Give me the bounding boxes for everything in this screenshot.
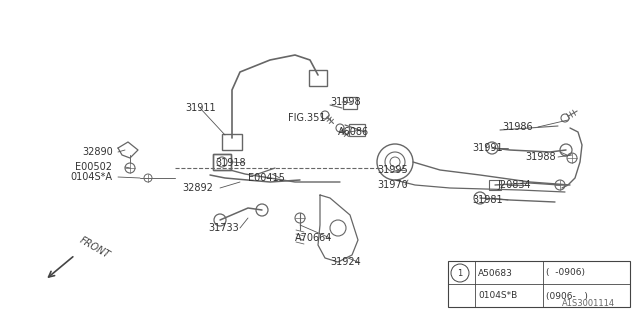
Text: 31986: 31986	[502, 122, 532, 132]
Text: A50683: A50683	[478, 268, 513, 277]
Text: J20834: J20834	[497, 180, 531, 190]
Text: 31918: 31918	[215, 158, 246, 168]
Text: 1: 1	[458, 268, 463, 277]
Text: 31998: 31998	[330, 97, 360, 107]
Text: 31995: 31995	[377, 165, 408, 175]
Text: 32892: 32892	[182, 183, 213, 193]
Text: A6086: A6086	[338, 127, 369, 137]
Bar	[448, 261, 630, 307]
Text: 31924: 31924	[330, 257, 361, 267]
Text: 31911: 31911	[185, 103, 216, 113]
Text: A1S3001114: A1S3001114	[562, 299, 615, 308]
Text: FRONT: FRONT	[78, 235, 112, 261]
Text: 0104S*B: 0104S*B	[478, 292, 517, 300]
Text: 31970: 31970	[377, 180, 408, 190]
Text: 31981: 31981	[472, 195, 502, 205]
Text: (  -0906): ( -0906)	[546, 268, 585, 277]
Text: FIG.351: FIG.351	[288, 113, 326, 123]
Text: A70664: A70664	[295, 233, 332, 243]
Text: E00415: E00415	[248, 173, 285, 183]
Text: 0104S*A: 0104S*A	[70, 172, 112, 182]
Text: 32890: 32890	[82, 147, 113, 157]
Text: 31733: 31733	[208, 223, 239, 233]
Text: 31991: 31991	[472, 143, 502, 153]
Text: (0906-   ): (0906- )	[546, 292, 588, 300]
Text: E00502: E00502	[75, 162, 112, 172]
Text: 31988: 31988	[525, 152, 556, 162]
